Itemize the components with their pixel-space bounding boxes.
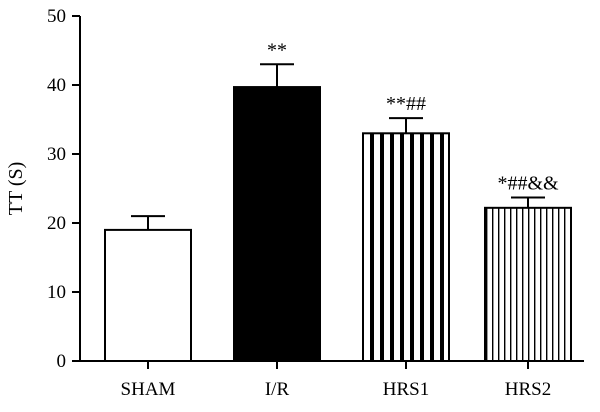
x-tick-label: I/R bbox=[265, 379, 290, 400]
bar-group-hrs2: *##&& bbox=[484, 172, 572, 362]
x-axis: SHAM I/R HRS1 HRS2 bbox=[79, 360, 584, 400]
y-tick-label: 40 bbox=[47, 75, 66, 96]
x-tick-label: HRS2 bbox=[505, 379, 551, 400]
bar-group-sham bbox=[104, 215, 192, 362]
significance-label: ** bbox=[267, 39, 287, 61]
y-tick-label: 0 bbox=[57, 351, 67, 372]
bar-group-i-r: ** bbox=[233, 39, 321, 362]
bar bbox=[362, 132, 450, 362]
y-tick-label: 50 bbox=[47, 6, 66, 27]
bar bbox=[104, 228, 192, 362]
y-axis-title: TT (S) bbox=[5, 162, 27, 216]
y-tick-label: 20 bbox=[47, 213, 66, 234]
bar-group-hrs1: **## bbox=[362, 93, 450, 362]
significance-label: *##&& bbox=[497, 172, 559, 194]
y-tick-label: 10 bbox=[47, 282, 66, 303]
significance-label: **## bbox=[386, 93, 426, 115]
bar bbox=[233, 86, 321, 362]
bars: ** **## *##&& bbox=[104, 39, 572, 362]
bar bbox=[484, 206, 572, 362]
y-axis: 0 10 20 30 40 50 bbox=[47, 6, 81, 372]
x-tick-label: SHAM bbox=[121, 379, 176, 400]
x-tick-label: HRS1 bbox=[383, 379, 429, 400]
y-tick-label: 30 bbox=[47, 144, 66, 165]
